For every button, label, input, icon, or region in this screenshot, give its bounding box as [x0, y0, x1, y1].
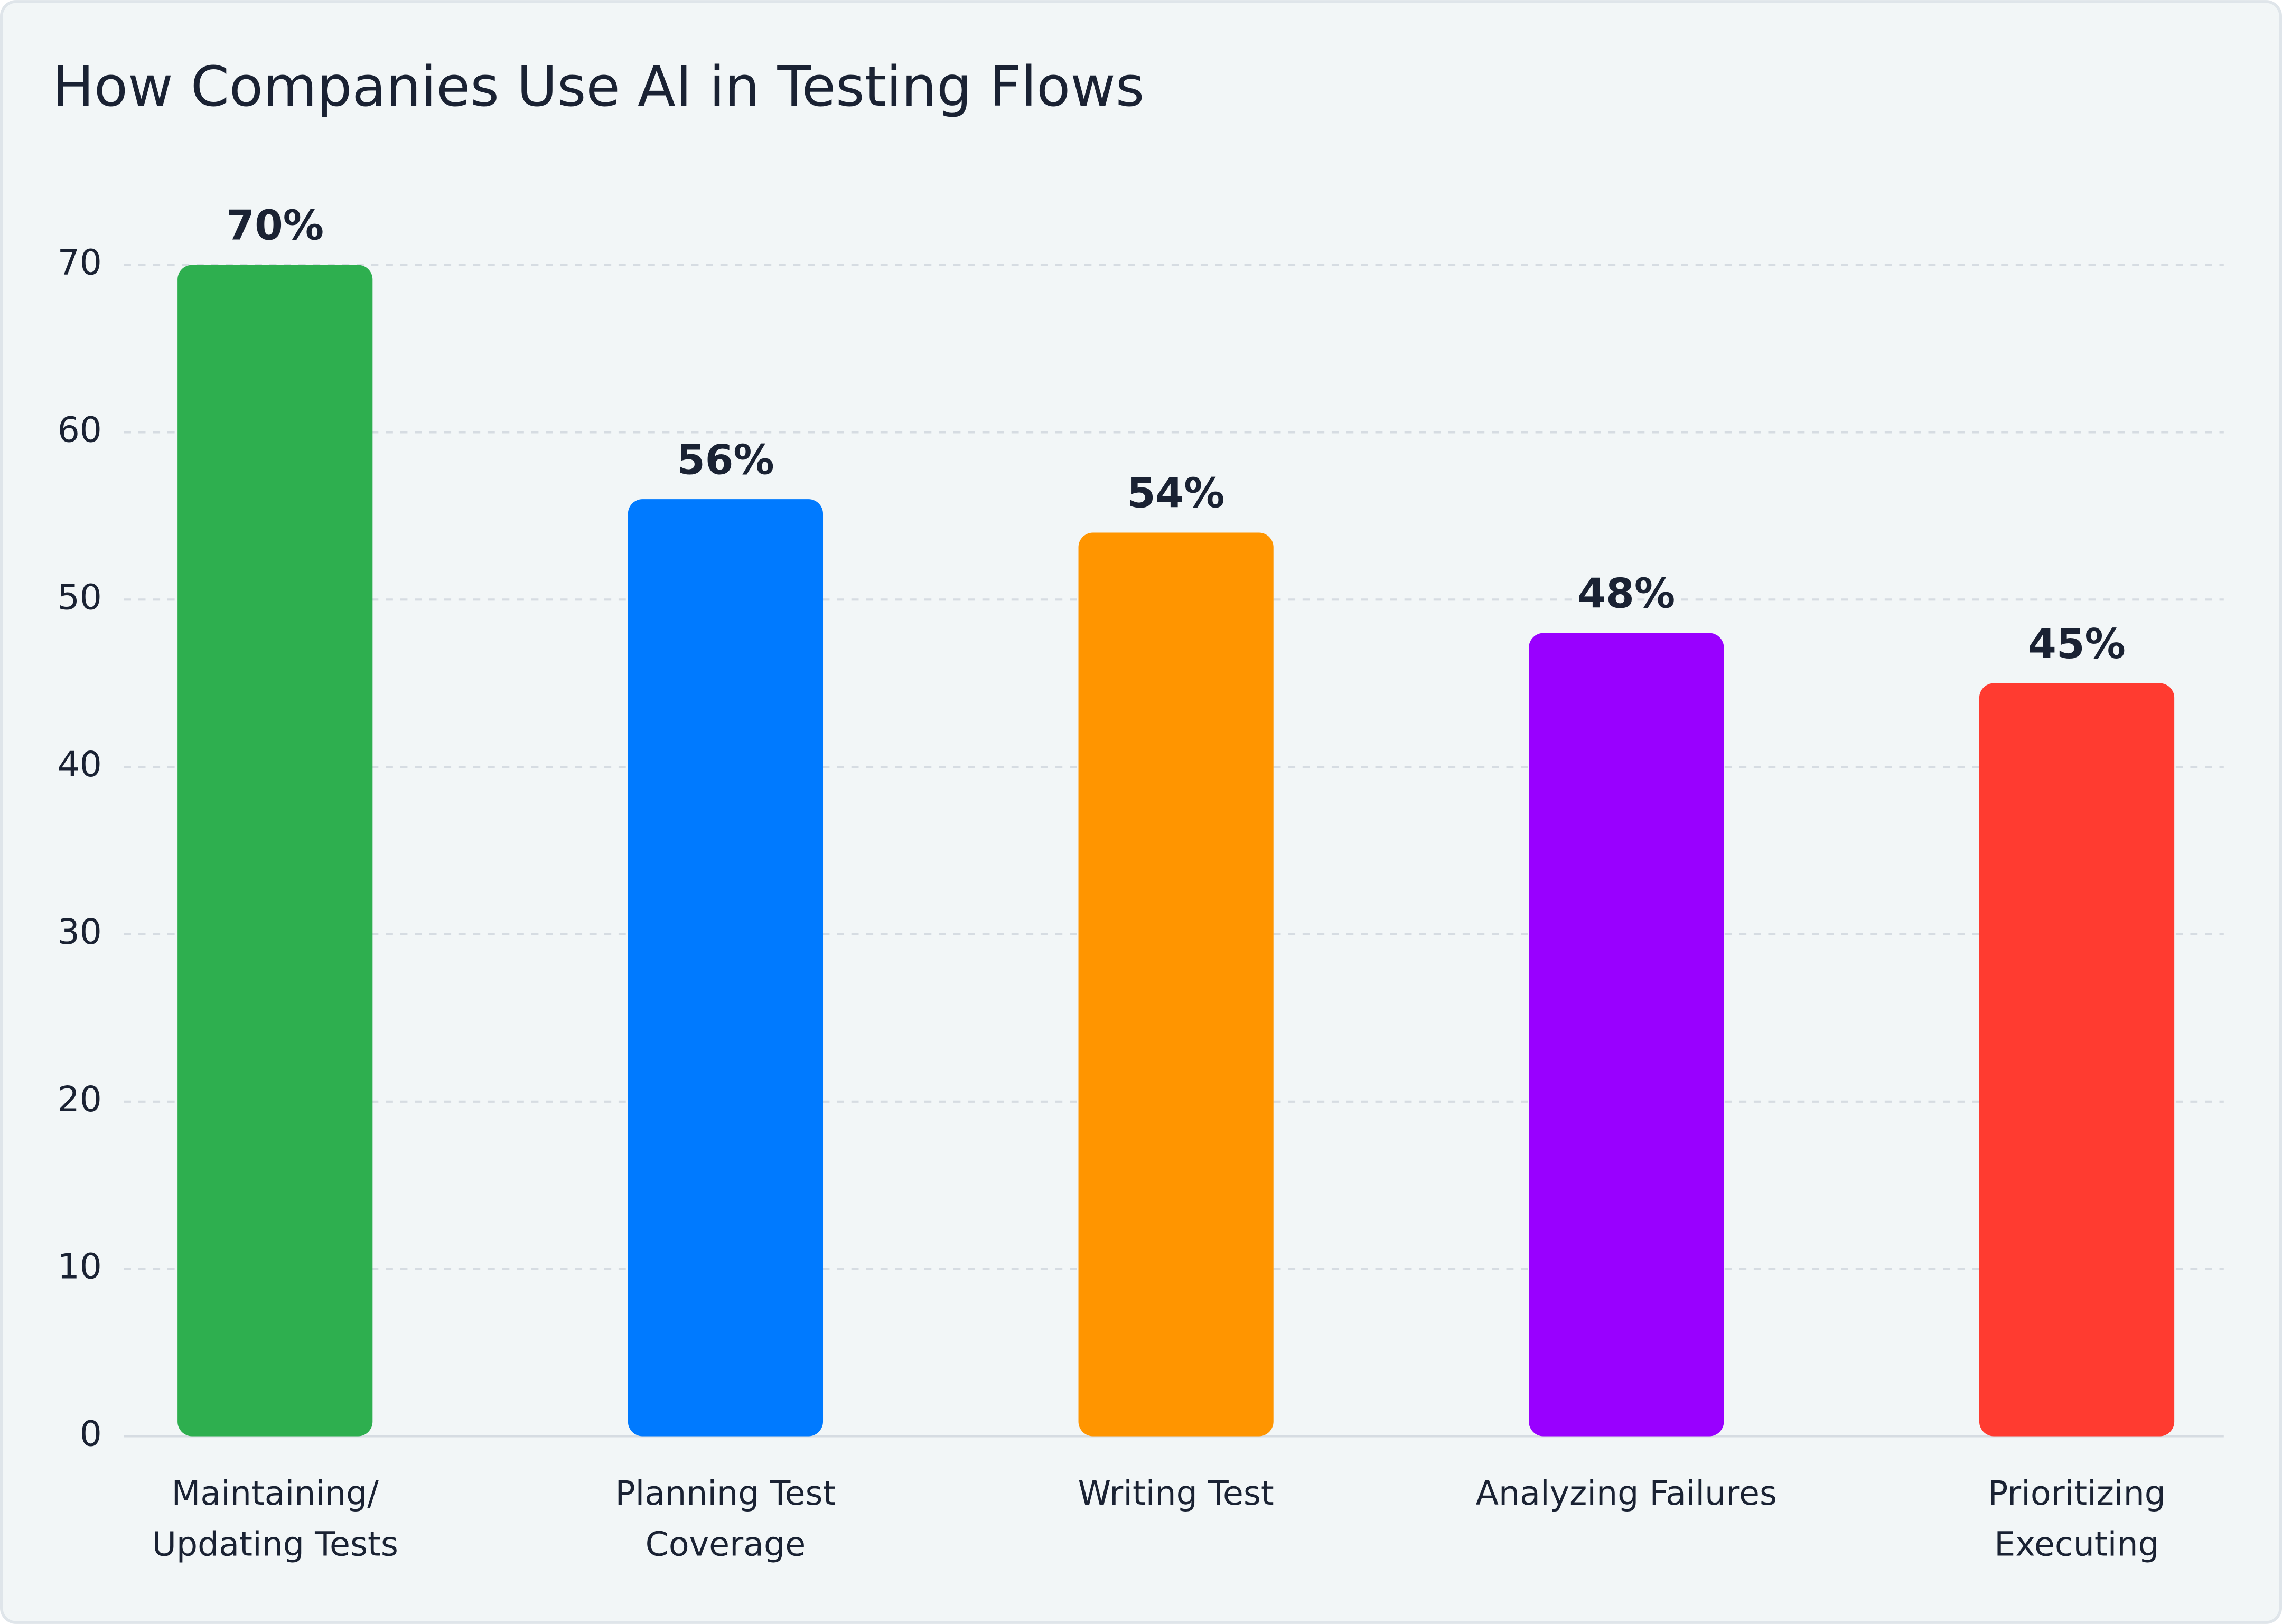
y-tick-label: 30 — [58, 912, 102, 952]
bar — [1078, 532, 1274, 1437]
x-tick-label-box: Prioritizing Executing — [1988, 1475, 2166, 1564]
y-tick-label: 70 — [58, 242, 102, 283]
x-tick-label: Analyzing Failures — [1475, 1475, 1777, 1514]
y-tick-label: 0 — [80, 1414, 102, 1454]
x-tick-label: Writing Test — [1078, 1475, 1274, 1514]
y-tick-label: 50 — [58, 577, 102, 617]
value-label: 70% — [226, 202, 324, 250]
x-tick-label-box: Planning Test Coverage — [615, 1475, 836, 1564]
bar — [628, 499, 824, 1437]
y-tick-label: 20 — [58, 1079, 102, 1120]
x-tick-label: Maintaining/ Updating Tests — [152, 1475, 398, 1564]
y-tick-label: 40 — [58, 744, 102, 785]
x-tick-label-box: Analyzing Failures — [1475, 1475, 1777, 1514]
y-tick-label: 10 — [58, 1246, 102, 1287]
x-tick-label-box: Writing Test — [1078, 1475, 1274, 1514]
value-label: 45% — [2028, 621, 2126, 668]
value-label: 54% — [1127, 470, 1225, 518]
value-label: 48% — [1578, 570, 1676, 618]
x-tick-label-box: Maintaining/ Updating Tests — [152, 1475, 398, 1564]
bar — [1979, 683, 2175, 1437]
bar — [1529, 633, 1724, 1437]
x-tick-label: Prioritizing Executing — [1988, 1475, 2166, 1564]
value-label: 56% — [677, 436, 774, 484]
x-tick-label: Planning Test Coverage — [615, 1475, 836, 1564]
y-tick-label: 60 — [58, 409, 102, 450]
bar — [177, 265, 373, 1437]
chart-title: How Companies Use AI in Testing Flows — [52, 54, 1144, 119]
